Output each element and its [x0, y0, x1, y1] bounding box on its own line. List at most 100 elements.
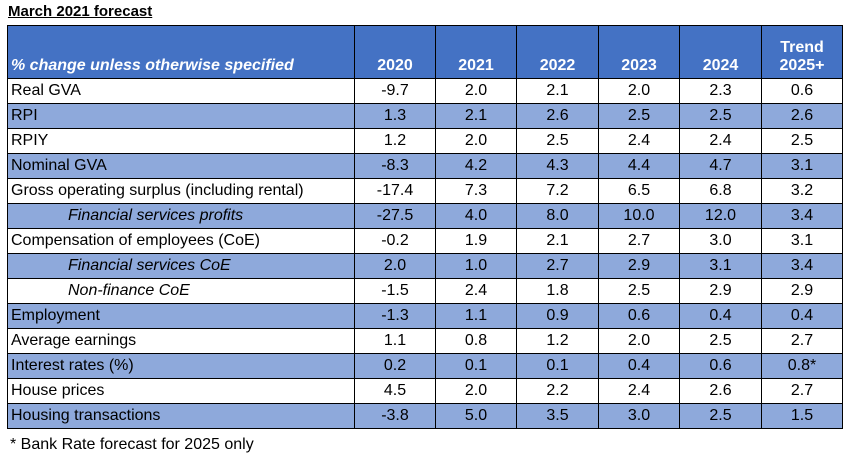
table-cell: -1.5 — [354, 278, 436, 304]
table-body: Real GVA -9.7 2.0 2.1 2.0 2.3 0.6 RPI 1.3 2.1 2.6 2… — [7, 78, 843, 429]
table-cell: -17.4 — [354, 178, 436, 204]
table-cell: 2.0 — [598, 78, 680, 104]
header-trend-line2: 2025+ — [779, 57, 825, 74]
table-cell: 0.4 — [761, 303, 843, 329]
table-cell: 0.9 — [516, 303, 599, 329]
table-cell: 12.0 — [679, 203, 762, 229]
table-cell: -8.3 — [354, 153, 436, 179]
table-cell: 3.0 — [598, 403, 680, 429]
header-label: % change unless otherwise specified — [7, 25, 355, 79]
table-cell: 2.0 — [435, 78, 517, 104]
table-row: House prices 4.5 2.0 2.2 2.4 2.6 2.7 — [7, 378, 843, 404]
table-cell: 3.2 — [761, 178, 843, 204]
table-cell: 0.6 — [761, 78, 843, 104]
row-label: Real GVA — [7, 78, 355, 104]
table-cell: 2.0 — [435, 378, 517, 404]
table-cell: 6.5 — [598, 178, 680, 204]
table-cell: -27.5 — [354, 203, 436, 229]
table-cell: 1.9 — [435, 228, 517, 254]
table-cell: 2.6 — [761, 103, 843, 129]
row-label: Gross operating surplus (including renta… — [7, 178, 355, 204]
table-cell: 3.0 — [679, 228, 762, 254]
table-cell: 2.7 — [598, 228, 680, 254]
table-cell: 1.5 — [761, 403, 843, 429]
table-cell: -0.2 — [354, 228, 436, 254]
table-cell: 2.7 — [761, 378, 843, 404]
table-cell: 2.9 — [761, 278, 843, 304]
table-row: Gross operating surplus (including renta… — [7, 178, 843, 204]
row-label: RPI — [7, 103, 355, 129]
header-year: 2023 — [598, 25, 680, 79]
forecast-table: % change unless otherwise specified 2020… — [7, 25, 843, 429]
row-label: Housing transactions — [7, 403, 355, 429]
header-trend: Trend 2025+ — [761, 25, 843, 79]
table-cell: 8.0 — [516, 203, 599, 229]
table-row: Financial services profits -27.5 4.0 8.0 10.… — [7, 203, 843, 229]
table-cell: 1.3 — [354, 103, 436, 129]
table-cell: 2.7 — [516, 253, 599, 279]
table-cell: 10.0 — [598, 203, 680, 229]
table-cell: 2.1 — [516, 78, 599, 104]
table-cell: 2.0 — [435, 128, 517, 154]
table-cell: 2.1 — [435, 103, 517, 129]
table-cell: 1.8 — [516, 278, 599, 304]
page-title: March 2021 forecast — [8, 3, 153, 20]
table-cell: 2.0 — [354, 253, 436, 279]
table-cell: 5.0 — [435, 403, 517, 429]
table-row: Nominal GVA -8.3 4.2 4.3 4.4 4.7 3.1 — [7, 153, 843, 179]
row-label: Financial services CoE — [7, 253, 355, 279]
table-cell: 2.2 — [516, 378, 599, 404]
table-cell: 2.5 — [516, 128, 599, 154]
table-row: RPI 1.3 2.1 2.6 2.5 2.5 2.6 — [7, 103, 843, 129]
table-cell: 3.1 — [761, 228, 843, 254]
table-cell: 2.9 — [598, 253, 680, 279]
table-row: Housing transactions -3.8 5.0 3.5 3.0 2.5 1.5 — [7, 403, 843, 429]
header-year: 2022 — [516, 25, 599, 79]
table-cell: 2.5 — [679, 328, 762, 354]
table-cell: 2.9 — [679, 278, 762, 304]
table-cell: 2.4 — [679, 128, 762, 154]
table-cell: 1.2 — [354, 128, 436, 154]
row-label: Compensation of employees (CoE) — [7, 228, 355, 254]
table-cell: 2.5 — [679, 103, 762, 129]
table-cell: 4.2 — [435, 153, 517, 179]
table-cell: 3.4 — [761, 203, 843, 229]
table-cell: 4.3 — [516, 153, 599, 179]
row-label: Employment — [7, 303, 355, 329]
table-cell: 0.2 — [354, 353, 436, 379]
row-label: House prices — [7, 378, 355, 404]
table-cell: 2.4 — [598, 128, 680, 154]
header-trend-line1: Trend — [780, 39, 824, 56]
table-cell: 4.4 — [598, 153, 680, 179]
table-cell: 0.8* — [761, 353, 843, 379]
table-cell: 3.1 — [761, 153, 843, 179]
table-cell: -9.7 — [354, 78, 436, 104]
table-cell: 0.6 — [679, 353, 762, 379]
table-cell: 4.7 — [679, 153, 762, 179]
table-cell: -3.8 — [354, 403, 436, 429]
table-cell: 2.6 — [516, 103, 599, 129]
table-header-row: % change unless otherwise specified 2020… — [7, 25, 843, 79]
footnote: * Bank Rate forecast for 2025 only — [10, 436, 254, 453]
table-cell: 0.1 — [435, 353, 517, 379]
table-row: Compensation of employees (CoE) -0.2 1.9 2.… — [7, 228, 843, 254]
table-cell: 0.6 — [598, 303, 680, 329]
table-row: Employment -1.3 1.1 0.9 0.6 0.4 0.4 — [7, 303, 843, 329]
table-cell: 3.5 — [516, 403, 599, 429]
table-cell: 2.1 — [516, 228, 599, 254]
table-cell: 0.8 — [435, 328, 517, 354]
table-cell: 7.2 — [516, 178, 599, 204]
table-cell: 2.5 — [598, 278, 680, 304]
table-cell: 1.1 — [354, 328, 436, 354]
table-cell: 1.1 — [435, 303, 517, 329]
table-row: Average earnings 1.1 0.8 1.2 2.0 2.5 2.7 — [7, 328, 843, 354]
table-cell: 2.5 — [598, 103, 680, 129]
table-cell: -1.3 — [354, 303, 436, 329]
table-cell: 2.0 — [598, 328, 680, 354]
table-cell: 7.3 — [435, 178, 517, 204]
table-cell: 2.4 — [435, 278, 517, 304]
table-cell: 2.6 — [679, 378, 762, 404]
table-cell: 2.4 — [598, 378, 680, 404]
table-cell: 4.0 — [435, 203, 517, 229]
header-year: 2021 — [435, 25, 517, 79]
